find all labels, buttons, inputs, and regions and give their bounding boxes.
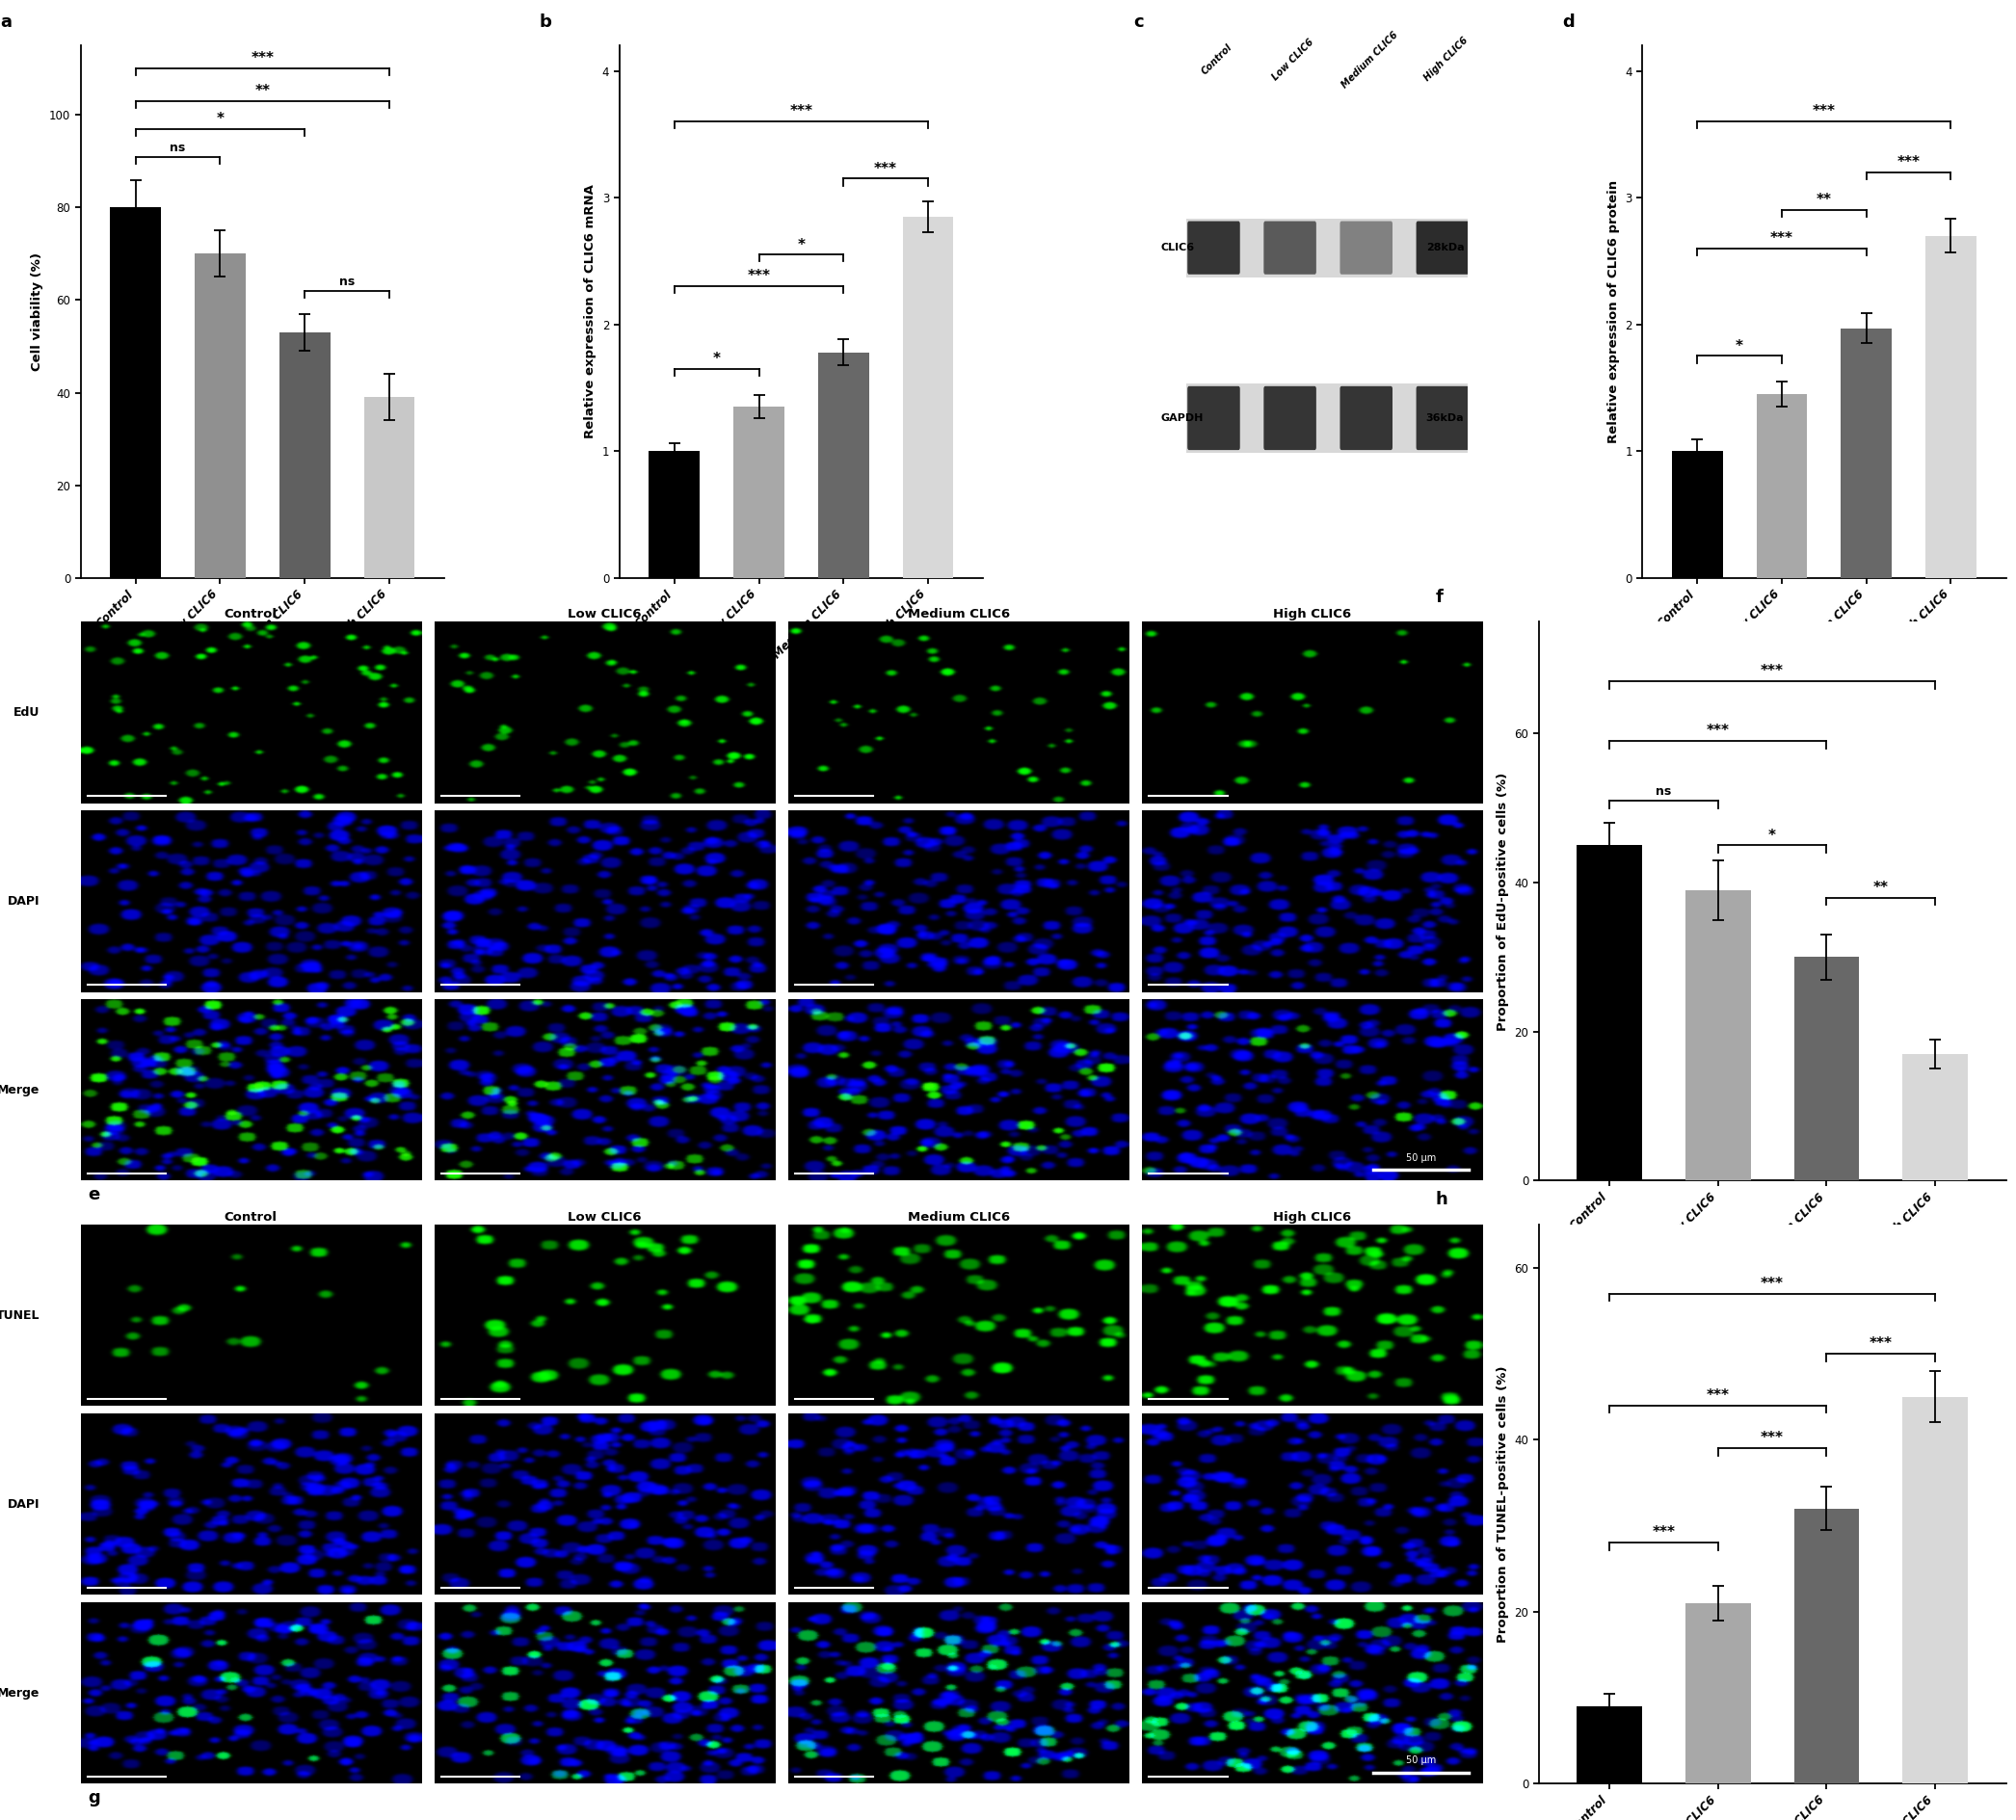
Text: ***: ***	[1812, 104, 1837, 118]
Text: h: h	[1435, 1190, 1447, 1208]
Text: DAPI: DAPI	[8, 1498, 40, 1511]
Bar	[1685, 1603, 1750, 1784]
Bar	[1841, 328, 1891, 577]
Bar	[1794, 957, 1859, 1181]
Title: Medium CLIC6: Medium CLIC6	[907, 1210, 1010, 1223]
FancyBboxPatch shape	[1415, 222, 1470, 275]
Text: ***: ***	[1897, 155, 1919, 169]
Text: ***: ***	[875, 162, 897, 177]
FancyBboxPatch shape	[1415, 386, 1470, 450]
FancyBboxPatch shape	[1185, 218, 1470, 277]
Text: Medium CLIC6: Medium CLIC6	[1339, 29, 1399, 89]
Text: ***: ***	[1770, 231, 1794, 246]
Bar	[1671, 451, 1722, 577]
Text: 36kDa: 36kDa	[1425, 413, 1464, 422]
Text: *: *	[1768, 828, 1776, 843]
Text: 50 μm: 50 μm	[1407, 1152, 1435, 1163]
Text: ***: ***	[1760, 664, 1784, 679]
Y-axis label: Cell viability (%): Cell viability (%)	[32, 253, 44, 371]
Text: **: **	[254, 84, 270, 98]
Bar	[1794, 1509, 1859, 1784]
FancyBboxPatch shape	[1341, 386, 1393, 450]
Text: *: *	[216, 111, 224, 126]
Text: GAPDH: GAPDH	[1161, 413, 1204, 422]
Bar	[1577, 844, 1641, 1181]
Text: High CLIC6: High CLIC6	[1421, 36, 1470, 84]
Text: b: b	[540, 13, 552, 31]
Text: *: *	[714, 351, 720, 366]
Text: ***: ***	[1760, 1276, 1784, 1290]
Bar	[1685, 890, 1750, 1181]
Text: ns: ns	[1655, 784, 1671, 797]
Text: 28kDa: 28kDa	[1425, 242, 1464, 253]
Text: ***: ***	[1869, 1336, 1893, 1350]
Text: 50 μm: 50 μm	[1407, 1756, 1435, 1765]
Text: *: *	[1736, 339, 1744, 353]
Text: TUNEL: TUNEL	[0, 1309, 40, 1321]
Bar	[1577, 1705, 1641, 1784]
Title: Medium CLIC6: Medium CLIC6	[907, 608, 1010, 621]
Text: ***: ***	[250, 51, 274, 66]
Bar	[903, 217, 954, 577]
FancyBboxPatch shape	[1264, 222, 1316, 275]
Text: ***: ***	[1651, 1525, 1675, 1540]
FancyBboxPatch shape	[1341, 222, 1393, 275]
Bar	[734, 406, 784, 577]
Bar	[1903, 1054, 1968, 1181]
Text: ***: ***	[748, 269, 770, 284]
Text: ***: ***	[790, 104, 812, 118]
Bar	[818, 353, 869, 577]
FancyBboxPatch shape	[1187, 222, 1240, 275]
Text: Low CLIC6: Low CLIC6	[1270, 36, 1316, 82]
Bar	[1925, 235, 1976, 577]
Y-axis label: Relative expression of CLIC6 protein: Relative expression of CLIC6 protein	[1607, 180, 1619, 444]
FancyBboxPatch shape	[1264, 386, 1316, 450]
Text: ns: ns	[169, 142, 185, 155]
Title: Low CLIC6: Low CLIC6	[569, 608, 641, 621]
Bar	[196, 253, 246, 577]
Text: g: g	[87, 1789, 101, 1807]
Bar	[280, 333, 331, 577]
Text: c: c	[1133, 13, 1143, 31]
Text: EdU: EdU	[14, 706, 40, 719]
Title: Control: Control	[224, 608, 278, 621]
Bar	[111, 207, 161, 577]
Y-axis label: Proportion of EdU-positive cells (%): Proportion of EdU-positive cells (%)	[1496, 772, 1508, 1030]
Text: *: *	[798, 237, 804, 251]
Bar	[365, 397, 415, 577]
Text: ***: ***	[1706, 1389, 1730, 1403]
Text: d: d	[1562, 13, 1574, 31]
Bar	[1756, 393, 1806, 577]
Text: DAPI: DAPI	[8, 895, 40, 908]
FancyBboxPatch shape	[1185, 384, 1470, 453]
Text: **: **	[1816, 193, 1833, 207]
Text: ***: ***	[1760, 1431, 1784, 1445]
Title: High CLIC6: High CLIC6	[1274, 1210, 1351, 1223]
Title: High CLIC6: High CLIC6	[1274, 608, 1351, 621]
Text: Merge: Merge	[0, 1083, 40, 1096]
Text: a: a	[0, 13, 12, 31]
Bar	[649, 451, 700, 577]
Text: Control: Control	[1200, 42, 1234, 76]
Title: Low CLIC6: Low CLIC6	[569, 1210, 641, 1223]
Text: CLIC6: CLIC6	[1161, 242, 1195, 253]
Title: Control: Control	[224, 1210, 278, 1223]
Text: f: f	[1435, 588, 1443, 606]
Y-axis label: Relative expression of CLIC6 mRNA: Relative expression of CLIC6 mRNA	[585, 184, 597, 439]
Text: Merge: Merge	[0, 1687, 40, 1700]
Text: ***: ***	[1706, 724, 1730, 739]
FancyBboxPatch shape	[1187, 386, 1240, 450]
Y-axis label: Proportion of TUNEL-positive cells (%): Proportion of TUNEL-positive cells (%)	[1496, 1365, 1508, 1643]
Bar	[1903, 1396, 1968, 1784]
Text: ns: ns	[339, 275, 355, 288]
Text: e: e	[87, 1187, 99, 1203]
Text: **: **	[1873, 881, 1889, 895]
